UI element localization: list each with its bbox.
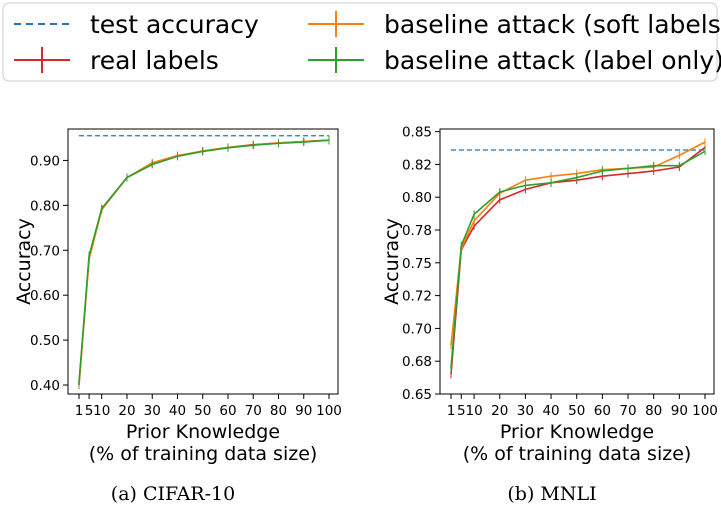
x-tick-label: 40 <box>169 403 186 419</box>
x-tick-label: 20 <box>491 403 508 419</box>
x-tick-label: 100 <box>316 403 342 419</box>
x-tick-label: 1 <box>75 403 84 419</box>
x-tick-label: 30 <box>144 403 161 419</box>
y-axis-label: Accuracy <box>381 218 403 305</box>
x-tick-label: 80 <box>270 403 287 419</box>
y-tick-label: 0.68 <box>402 354 432 370</box>
y-tick-label: 0.80 <box>402 190 432 206</box>
x-tick-label: 100 <box>692 403 718 419</box>
y-tick-label: 0.85 <box>402 125 432 141</box>
plot-frame <box>67 128 339 395</box>
series <box>78 136 330 387</box>
series-line <box>78 139 330 383</box>
series-line <box>450 150 706 368</box>
series <box>78 136 330 390</box>
y-tick-label: 0.65 <box>402 387 432 403</box>
x-tick-label: 20 <box>118 403 135 419</box>
y-tick-label: 0.80 <box>30 198 60 214</box>
x-tick-label: 70 <box>245 403 262 419</box>
x-axis-label-secondary: (% of training data size) <box>89 443 318 465</box>
series <box>450 138 706 350</box>
x-axis-label-secondary: (% of training data size) <box>463 443 692 465</box>
x-tick-label: 90 <box>295 403 312 419</box>
chart-panel: 1 5 10 20 30 40 50 60 70 80 90 100 0.65 0.68 0.70 0.72 0… <box>381 125 718 505</box>
x-tick-label: 50 <box>194 403 211 419</box>
x-tick-label: 80 <box>645 403 662 419</box>
series-line <box>450 146 706 375</box>
legend-label: real labels <box>90 46 219 75</box>
legend: test accuracy real labels baseline attack … <box>2 2 721 82</box>
x-tick-label: 1 <box>447 403 456 419</box>
legend-item: baseline attack (label only) <box>308 46 721 75</box>
legend-label: test accuracy <box>90 10 259 39</box>
legend-item: real labels <box>14 46 219 75</box>
x-tick-label: 10 <box>93 403 110 419</box>
x-tick-label: 30 <box>517 403 534 419</box>
series <box>78 136 330 389</box>
y-tick-label: 0.82 <box>402 157 432 173</box>
x-tick-label: 10 <box>465 403 482 419</box>
y-tick-label: 0.50 <box>30 333 60 349</box>
x-tick-label: 60 <box>594 403 611 419</box>
y-tick-label: 0.72 <box>402 289 432 305</box>
x-axis-label: Prior Knowledge <box>126 421 280 443</box>
x-tick-label: 5 <box>85 403 94 419</box>
y-tick-label: 0.70 <box>402 321 432 337</box>
y-tick-label: 0.70 <box>30 243 60 259</box>
y-tick-label: 0.90 <box>30 153 60 169</box>
y-tick-label: 0.78 <box>402 223 432 239</box>
chart-panel: 1 5 10 20 30 40 50 60 70 80 90 100 0.40 0.50 0.60 0.70 0… <box>13 128 342 505</box>
legend-label: baseline attack (label only) <box>384 46 721 75</box>
legend-label: baseline attack (soft labels) <box>384 10 721 39</box>
series-line <box>78 139 330 385</box>
y-tick-label: 0.75 <box>402 256 432 272</box>
x-tick-label: 90 <box>671 403 688 419</box>
series <box>450 143 706 379</box>
series-line <box>450 141 706 346</box>
x-tick-label: 5 <box>457 403 466 419</box>
panel-caption: (a) CIFAR-10 <box>111 483 235 505</box>
x-tick-label: 70 <box>619 403 636 419</box>
series <box>450 147 706 372</box>
legend-item: baseline attack (soft labels) <box>308 10 721 39</box>
legend-item: test accuracy <box>14 10 259 39</box>
x-axis-label: Prior Knowledge <box>500 421 654 443</box>
x-tick-label: 50 <box>568 403 585 419</box>
x-tick-label: 40 <box>542 403 559 419</box>
y-axis-label: Accuracy <box>13 218 35 305</box>
panel-caption: (b) MNLI <box>507 483 596 505</box>
y-tick-label: 0.40 <box>30 378 60 394</box>
y-tick-label: 0.60 <box>30 288 60 304</box>
x-tick-label: 60 <box>219 403 236 419</box>
legend-frame <box>2 2 718 82</box>
series-line <box>78 139 330 386</box>
